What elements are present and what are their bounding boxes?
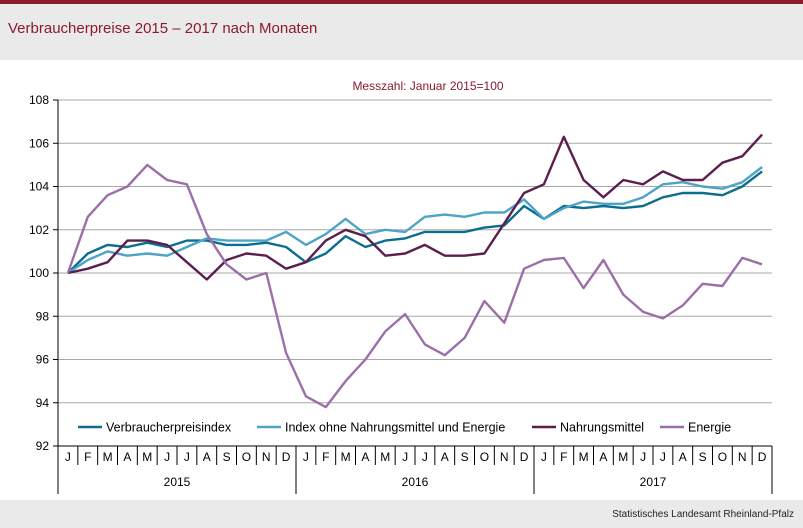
chart-area (0, 66, 803, 500)
month-label: J (541, 450, 547, 464)
series-line-4 (66, 163, 763, 409)
source-note: Statistisches Landesamt Rheinland-Pfalz (612, 509, 794, 520)
year-label: 2015 (164, 475, 191, 489)
month-label: N (262, 450, 271, 464)
y-tick-label: 100 (29, 266, 49, 280)
month-label: M (579, 450, 589, 464)
month-label: F (322, 450, 329, 464)
legend: Verbraucherpreisindex Index ohne Nahrungs… (78, 421, 731, 435)
year-label: 2017 (640, 475, 667, 489)
month-label: O (480, 450, 489, 464)
data-series (66, 133, 763, 409)
month-label: J (164, 450, 170, 464)
y-tick-label: 96 (36, 353, 50, 367)
series-line-1 (67, 170, 763, 274)
month-label: D (758, 450, 767, 464)
month-label: O (718, 450, 727, 464)
month-label: M (618, 450, 628, 464)
x-axis: J F M A M J J A S O N D J F M A M J J A S O N D J F M A M J J A S O N D2015… (57, 445, 773, 494)
title-separator (0, 60, 803, 66)
month-label: J (402, 450, 408, 464)
month-label: J (184, 450, 190, 464)
legend-label: Verbraucherpreisindex (106, 421, 232, 435)
month-label: A (679, 450, 687, 464)
month-label: J (660, 450, 666, 464)
month-label: J (303, 450, 309, 464)
month-label: O (242, 450, 251, 464)
month-label: M (341, 450, 351, 464)
month-label: F (84, 450, 91, 464)
y-tick-label: 102 (29, 223, 49, 237)
month-label: N (738, 450, 747, 464)
y-tick-label: 106 (29, 136, 49, 150)
month-label: M (103, 450, 113, 464)
y-tick-label: 92 (36, 439, 50, 453)
month-label: A (203, 450, 211, 464)
month-label: S (461, 450, 469, 464)
y-tick-label: 104 (29, 180, 49, 194)
year-label: 2016 (402, 475, 429, 489)
legend-label: Energie (688, 421, 731, 435)
legend-label: Index ohne Nahrungsmittel und Energie (285, 421, 505, 435)
y-tick-label: 98 (36, 309, 50, 323)
y-tick-label: 94 (36, 396, 50, 410)
line-chart: Messzahl: Januar 2015=100 92 94 96 98 100 102… (0, 66, 803, 500)
month-label: J (640, 450, 646, 464)
month-label: A (361, 450, 369, 464)
month-label: N (500, 450, 509, 464)
top-rule (0, 0, 803, 4)
month-label: D (282, 450, 291, 464)
month-label: S (223, 450, 231, 464)
month-label: F (560, 450, 567, 464)
month-label: J (422, 450, 428, 464)
month-label: A (599, 450, 607, 464)
legend-label: Nahrungsmittel (560, 421, 644, 435)
month-label: M (142, 450, 152, 464)
month-label: J (65, 450, 71, 464)
y-axis-ticks: 92 94 96 98 100 102 104 106 108 (29, 93, 59, 453)
month-label: A (441, 450, 449, 464)
y-tick-label: 108 (29, 93, 49, 107)
month-label: M (380, 450, 390, 464)
chart-subtitle: Messzahl: Januar 2015=100 (352, 79, 503, 93)
month-label: S (699, 450, 707, 464)
month-label: A (123, 450, 131, 464)
page-title: Verbraucherpreise 2015 – 2017 nach Monat… (8, 20, 318, 37)
series-line-3 (67, 133, 763, 281)
series-line-2 (67, 166, 763, 275)
month-label: D (520, 450, 529, 464)
